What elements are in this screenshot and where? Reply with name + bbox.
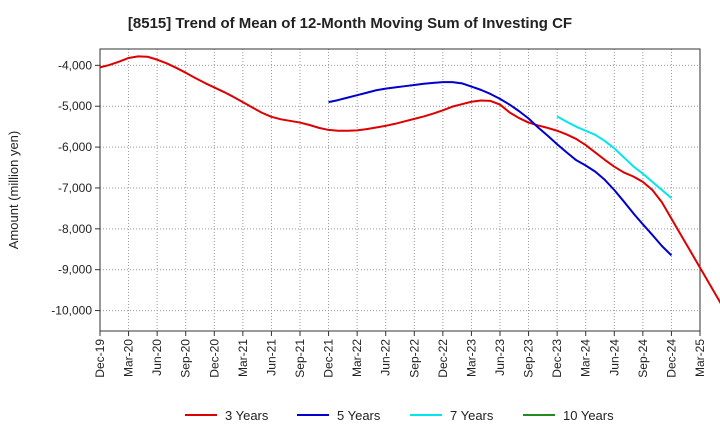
series-line-3-years bbox=[99, 55, 720, 304]
x-tick-label: Sep-20 bbox=[179, 339, 193, 378]
legend-label: 7 Years bbox=[450, 408, 494, 423]
y-tick-label: -8,000 bbox=[58, 222, 92, 236]
series-line-5-years bbox=[328, 81, 673, 257]
y-tick-label: -7,000 bbox=[58, 181, 92, 195]
x-tick-label: Mar-21 bbox=[236, 339, 250, 377]
x-tick-label: Mar-25 bbox=[693, 339, 707, 377]
legend-label: 5 Years bbox=[337, 408, 381, 423]
x-tick-label: Sep-23 bbox=[522, 339, 536, 378]
x-tick-label: Sep-21 bbox=[293, 339, 307, 378]
x-tick-label: Sep-22 bbox=[407, 339, 421, 378]
x-tick-label: Dec-22 bbox=[436, 339, 450, 378]
x-tick-label: Dec-21 bbox=[322, 339, 336, 378]
x-tick-label: Dec-23 bbox=[550, 339, 564, 378]
series-lines bbox=[99, 55, 720, 304]
x-tick-label: Mar-23 bbox=[464, 339, 478, 377]
x-tick-label: Jun-22 bbox=[379, 339, 393, 376]
y-tick-label: -4,000 bbox=[58, 58, 92, 72]
x-tick-label: Mar-20 bbox=[122, 339, 136, 377]
x-tick-label: Dec-19 bbox=[93, 339, 107, 378]
x-tick-label: Jun-21 bbox=[264, 339, 278, 376]
x-tick-label: Jun-23 bbox=[493, 339, 507, 376]
plot-frame bbox=[99, 48, 701, 332]
x-tick-label: Jun-20 bbox=[150, 339, 164, 376]
grid bbox=[100, 49, 700, 331]
x-tick-label: Dec-24 bbox=[664, 339, 678, 378]
x-tick-label: Jun-24 bbox=[607, 339, 621, 376]
chart-title: [8515] Trend of Mean of 12-Month Moving … bbox=[128, 15, 572, 32]
series-line-7-years bbox=[556, 115, 673, 199]
y-axis: -4,000 -5,000 -6,000 -7,000 -8,000 -9,000 -10,… bbox=[51, 58, 100, 318]
y-axis-label: Amount (million yen) bbox=[6, 131, 21, 250]
legend: 3 Years 5 Years 7 Years 10 Years bbox=[185, 408, 614, 423]
legend-label: 3 Years bbox=[225, 408, 269, 423]
x-tick-label: Dec-20 bbox=[207, 339, 221, 378]
x-axis: Dec-19 Mar-20 Jun-20 Sep-20 Dec-20 Mar-21 Jun-… bbox=[93, 331, 707, 378]
x-tick-label: Mar-24 bbox=[579, 339, 593, 377]
y-tick-label: -5,000 bbox=[58, 99, 92, 113]
x-tick-label: Mar-22 bbox=[350, 339, 364, 377]
y-tick-label: -10,000 bbox=[51, 304, 92, 318]
x-tick-label: Sep-24 bbox=[636, 339, 650, 378]
y-tick-label: -6,000 bbox=[58, 140, 92, 154]
y-tick-label: -9,000 bbox=[58, 263, 92, 277]
legend-label: 10 Years bbox=[563, 408, 614, 423]
